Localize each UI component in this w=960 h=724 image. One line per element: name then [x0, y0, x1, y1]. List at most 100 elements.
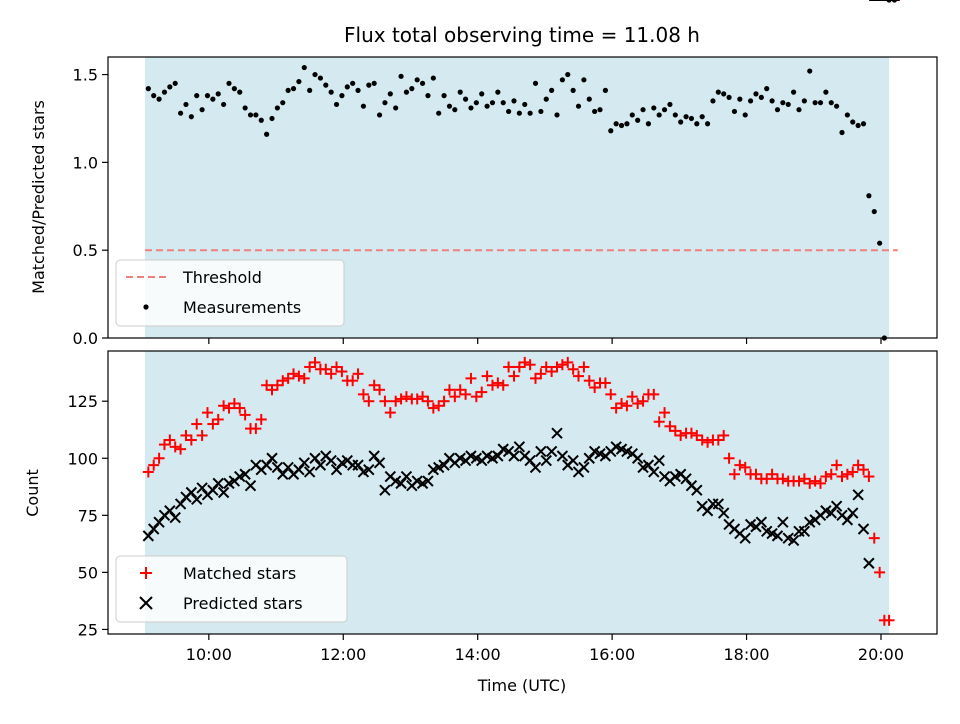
- measurement-point: [699, 114, 705, 120]
- measurement-point: [640, 107, 646, 113]
- matched-star-point: [492, 377, 504, 389]
- measurement-point: [398, 73, 404, 79]
- measurement-point: [608, 128, 614, 134]
- measurement-point: [774, 107, 781, 113]
- matched-star-point: [508, 370, 520, 382]
- predicted-star-point: [363, 463, 375, 476]
- bottom-x-ticks: 10:00 12:00 14:00 16:00 18:00 20:00: [186, 634, 904, 664]
- predicted-star-point: [260, 459, 273, 471]
- measurement-point: [237, 89, 243, 95]
- predicted-star-point: [847, 507, 859, 519]
- measurement-point: [312, 71, 318, 78]
- predicted-star-point: [798, 525, 811, 538]
- measurement-point: [855, 122, 861, 129]
- matched-star-point: [562, 356, 574, 368]
- measurement-point: [296, 78, 302, 85]
- measurement-point: [221, 101, 227, 108]
- matched-star-point: [465, 372, 477, 384]
- predicted-star-point: [508, 450, 520, 462]
- measurement-point: [210, 96, 216, 102]
- measurement-point: [710, 98, 716, 104]
- measurement-point: [844, 112, 850, 118]
- measurement-point: [344, 84, 350, 90]
- measurement-point: [167, 84, 173, 90]
- predicted-star-point: [400, 470, 413, 483]
- matched-star-point: [814, 477, 826, 489]
- matched-star-point: [298, 372, 310, 384]
- measurement-point: [522, 101, 528, 108]
- measurement-point: [613, 121, 619, 127]
- matched-star-point: [293, 370, 305, 382]
- predicted-star-point: [841, 514, 854, 526]
- measurement-point: [575, 103, 582, 109]
- top-legend-box: [115, 259, 345, 327]
- predicted-star-point: [691, 484, 703, 496]
- predicted-star-point: [771, 530, 784, 542]
- measurement-point: [366, 82, 372, 88]
- matched-star-point: [212, 413, 224, 425]
- matched-star-point: [169, 441, 181, 453]
- bottom-legend-box: [115, 555, 348, 623]
- measurement-point: [877, 240, 883, 246]
- measurement-point: [651, 105, 657, 111]
- measurement-point: [780, 100, 786, 106]
- top-x-ticks: [208, 338, 882, 344]
- measurement-point: [172, 80, 178, 86]
- measurement-point: [387, 91, 393, 97]
- matched-star-point: [804, 477, 816, 489]
- measurement-point: [333, 101, 340, 108]
- matched-star-point: [599, 377, 611, 389]
- measurement-point: [629, 112, 635, 118]
- measurement-point: [204, 93, 211, 99]
- measurement-point: [635, 117, 641, 123]
- measurement-point: [328, 89, 334, 95]
- measurement-point: [183, 101, 189, 108]
- measurement-point: [156, 96, 162, 102]
- measurement-point: [430, 75, 436, 81]
- measurement-point: [543, 96, 549, 102]
- matched-star-point: [723, 452, 735, 464]
- legend-measurements-swatch: [143, 304, 149, 310]
- predicted-star-point: [825, 507, 837, 519]
- matched-star-point: [148, 459, 160, 471]
- matched-star-point: [739, 461, 751, 473]
- measurement-point: [742, 112, 748, 118]
- x-tick-label: 12:00: [320, 645, 366, 664]
- measurement-point: [274, 105, 280, 111]
- predicted-star-point: [492, 450, 504, 462]
- predicted-star-point: [148, 523, 160, 535]
- measurement-point: [758, 94, 764, 100]
- bottom-y-axis-label: Count: [23, 469, 42, 517]
- predicted-star-point: [325, 454, 337, 467]
- predicted-star-point: [777, 516, 789, 528]
- matched-star-point: [443, 384, 455, 396]
- measurement-point: [258, 117, 264, 123]
- predicted-star-point: [309, 452, 321, 464]
- matched-star-point: [567, 363, 579, 375]
- measurement-point: [570, 87, 576, 93]
- measurement-point: [468, 105, 474, 111]
- predicted-star-point: [717, 507, 730, 519]
- predicted-star-point: [438, 459, 450, 471]
- matched-star-point: [460, 388, 472, 400]
- measurement-point: [161, 89, 168, 95]
- matched-star-point: [255, 413, 267, 425]
- predicted-star-point: [524, 454, 536, 467]
- matched-star-point: [809, 475, 821, 487]
- measurement-point: [721, 91, 727, 97]
- matched-star-point: [648, 388, 660, 400]
- measurement-point: [446, 103, 453, 109]
- matched-star-point: [357, 388, 369, 400]
- x-tick-label: 10:00: [186, 645, 232, 664]
- predicted-star-point: [648, 466, 660, 478]
- legend-predicted-label: Predicted stars: [183, 594, 303, 613]
- predicted-star-point: [174, 498, 187, 510]
- top-axes-frame: [107, 56, 938, 339]
- matched-star-point: [476, 386, 488, 398]
- predicted-star-point: [830, 500, 843, 512]
- measurement-point: [581, 77, 587, 83]
- predicted-star-point: [244, 479, 257, 492]
- matched-star-point: [524, 359, 536, 371]
- measurement-point: [414, 77, 420, 83]
- predicted-star-point: [755, 516, 768, 528]
